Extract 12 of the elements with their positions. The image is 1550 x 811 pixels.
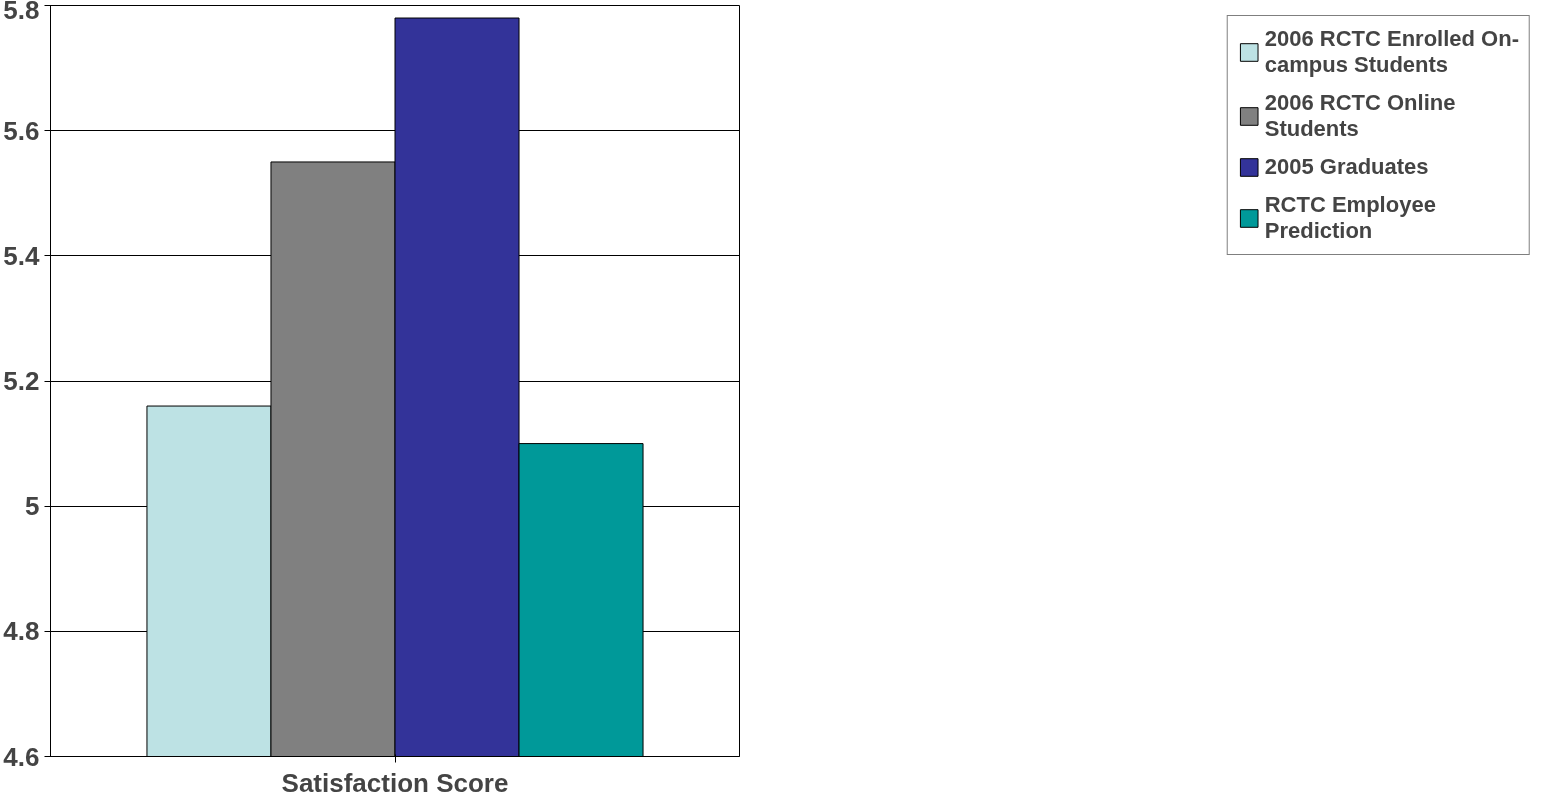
x-tick-label: Satisfaction Score (281, 767, 509, 798)
legend-label: RCTC Employee Prediction (1264, 192, 1436, 244)
y-tick-label: 5 (25, 491, 40, 522)
y-tick-label: 5.8 (3, 0, 40, 25)
y-tick-label: 4.8 (3, 616, 40, 647)
y-tick-label: 4.6 (3, 741, 40, 772)
y-tick-label: 5.2 (3, 366, 40, 396)
legend-label: 2006 RCTC Enrolled On-campus Students (1264, 26, 1519, 78)
legend-label: 2005 Graduates (1264, 154, 1429, 180)
legend-label: 2006 RCTC Online Students (1264, 90, 1456, 142)
y-tick-label: 5.6 (3, 115, 40, 146)
y-tick-label: 5.4 (3, 240, 41, 271)
